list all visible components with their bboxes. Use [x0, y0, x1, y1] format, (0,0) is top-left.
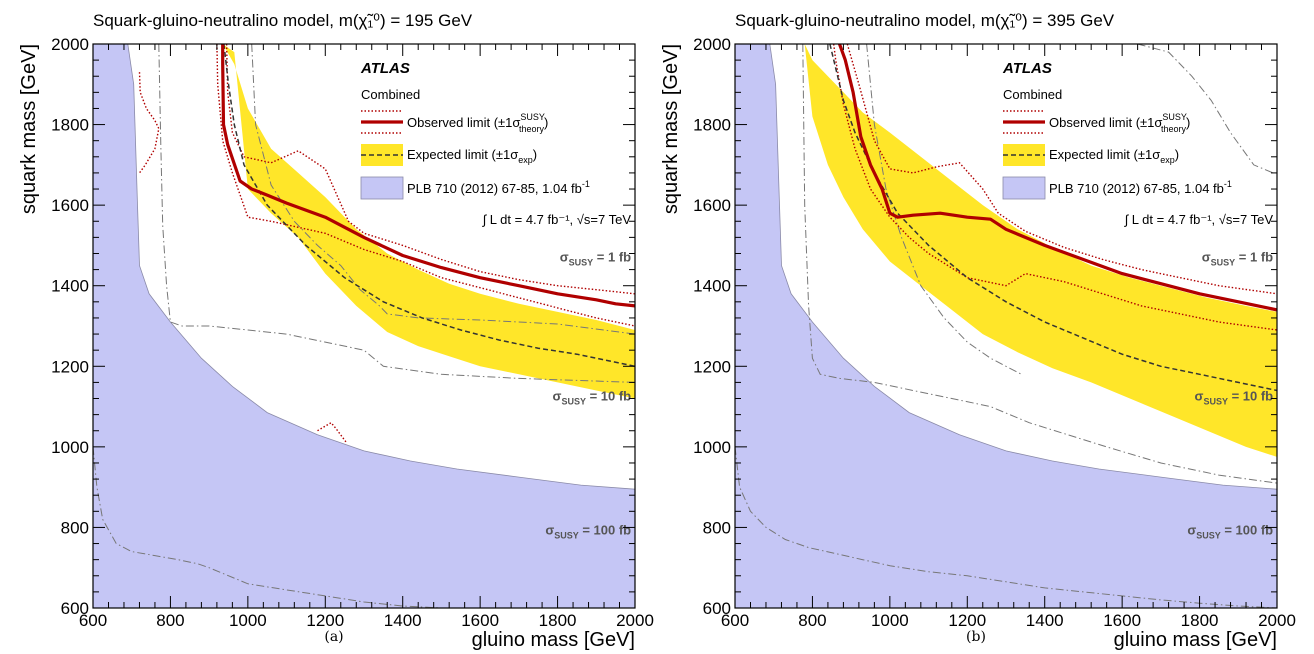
- expected-band: [209, 44, 635, 399]
- xsec-annotation: σSUSY = 100 fb: [1187, 523, 1273, 541]
- y-tick-label: 800: [61, 518, 89, 537]
- x-tick-label: 2000: [616, 611, 654, 630]
- y-tick-label: 1600: [693, 196, 731, 215]
- observed-limit-line: [837, 44, 1277, 312]
- legend: ATLAS Combined Observed limit (±1σSUSY theo…: [360, 60, 631, 227]
- observed-limit-line: [221, 44, 635, 308]
- observed-theory-line: [225, 44, 635, 295]
- y-tick-label: 1200: [693, 357, 731, 376]
- xsec-annotation: σSUSY = 1 fb: [560, 250, 631, 268]
- luminosity-label: ∫ L dt = 4.7 fb⁻¹, √s=7 TeV: [1124, 212, 1274, 227]
- x-tick-label: 600: [721, 611, 749, 630]
- xsec-annotation: σSUSY = 10 fb: [1195, 389, 1274, 407]
- y-tick-label: 600: [61, 599, 89, 618]
- plot-frame: [92, 43, 636, 609]
- legend-previous-label: PLB 710 (2012) 67-85, 1.04 fb-1: [407, 179, 590, 196]
- legend-expected-label: Expected limit (±1σexp): [407, 147, 537, 165]
- y-tick-label: 1400: [693, 277, 731, 296]
- y-tick-label: 1000: [693, 438, 731, 457]
- expected-limit-line: [829, 44, 1277, 392]
- xsec-contour-line: [93, 446, 635, 608]
- xsec-contour-line: [251, 44, 635, 335]
- chart-title: Squark-gluino-neutralino model, m(χ̃₁⁰) …: [735, 11, 1115, 30]
- panel-caption: (a): [324, 629, 343, 645]
- y-axis-label: squark mass [GeV]: [18, 44, 40, 214]
- observed-theory-line: [138, 72, 160, 174]
- legend-previous-label: PLB 710 (2012) 67-85, 1.04 fb-1: [1049, 179, 1232, 196]
- panel-caption: (b): [966, 629, 986, 645]
- y-tick-label: 1600: [51, 196, 89, 215]
- xsec-contour-line: [802, 44, 1277, 484]
- x-axis-label: gluino mass [GeV]: [472, 629, 635, 651]
- xsec-annotation: σSUSY = 1 fb: [1202, 250, 1273, 268]
- xsec-contour-line: [866, 44, 1022, 375]
- observed-theory-line: [833, 44, 1277, 331]
- y-tick-label: 800: [703, 518, 731, 537]
- atlas-label: ATLAS: [360, 60, 410, 77]
- legend-expected-label: Expected limit (±1σexp): [1049, 147, 1179, 165]
- xsec-contour-line: [1137, 44, 1274, 174]
- observed-theory-line: [317, 421, 348, 444]
- x-tick-label: 1000: [871, 611, 909, 630]
- chart-panel-b: σSUSY = 1 fb σSUSY = 10 fb σSUSY = 100 fb 6…: [660, 11, 1296, 651]
- y-tick-label: 600: [703, 599, 731, 618]
- chart-panel-a: σSUSY = 1 fb σSUSY = 10 fb σSUSY = 100 fb 6…: [18, 11, 654, 651]
- luminosity-label: ∫ L dt = 4.7 fb⁻¹, √s=7 TeV: [482, 212, 632, 227]
- expected-band: [804, 44, 1277, 457]
- x-tick-label: 1600: [1103, 611, 1141, 630]
- legend-previous-swatch: [1002, 176, 1046, 200]
- x-tick-label: 2000: [1258, 611, 1296, 630]
- xsec-annotation: σSUSY = 10 fb: [553, 389, 632, 407]
- plot-area: [735, 44, 1277, 608]
- legend-observed-label: Observed limit (±1σSUSY theory): [1049, 112, 1190, 134]
- channel-label: Combined: [361, 87, 420, 102]
- xsec-contour-line: [735, 446, 1277, 608]
- x-tick-label: 1600: [461, 611, 499, 630]
- plot-area: [93, 44, 635, 608]
- channel-label: Combined: [1003, 87, 1062, 102]
- atlas-label: ATLAS: [1002, 60, 1052, 77]
- expected-limit-line: [223, 44, 635, 368]
- x-tick-label: 1800: [1181, 611, 1219, 630]
- y-axis-label: squark mass [GeV]: [660, 44, 682, 214]
- x-tick-label: 1800: [539, 611, 577, 630]
- y-tick-label: 1800: [693, 116, 731, 135]
- x-tick-label: 1200: [306, 611, 344, 630]
- observed-theory-line: [846, 44, 1277, 295]
- y-tick-label: 2000: [693, 35, 731, 54]
- previous-limit-region: [735, 44, 1277, 608]
- chart-title: Squark-gluino-neutralino model, m(χ̃₁⁰) …: [93, 11, 473, 30]
- x-axis-label: gluino mass [GeV]: [1114, 629, 1277, 651]
- y-tick-label: 1400: [51, 277, 89, 296]
- previous-limit-region: [93, 44, 635, 608]
- legend: ATLAS Combined Observed limit (±1σSUSY theo…: [1002, 60, 1273, 227]
- legend-previous-swatch: [360, 176, 404, 200]
- xsec-contour-line: [158, 44, 635, 383]
- legend-observed-label: Observed limit (±1σSUSY theory): [407, 112, 548, 134]
- x-tick-label: 1000: [229, 611, 267, 630]
- x-tick-label: 800: [798, 611, 826, 630]
- observed-theory-line: [216, 44, 635, 327]
- x-tick-label: 600: [79, 611, 107, 630]
- x-tick-label: 1200: [948, 611, 986, 630]
- xsec-annotation: σSUSY = 100 fb: [545, 523, 631, 541]
- x-tick-label: 1400: [384, 611, 422, 630]
- plot-frame: [734, 43, 1278, 609]
- y-tick-label: 1200: [51, 357, 89, 376]
- y-tick-label: 1800: [51, 116, 89, 135]
- x-tick-label: 1400: [1026, 611, 1064, 630]
- y-tick-label: 1000: [51, 438, 89, 457]
- x-tick-label: 800: [156, 611, 184, 630]
- y-tick-label: 2000: [51, 35, 89, 54]
